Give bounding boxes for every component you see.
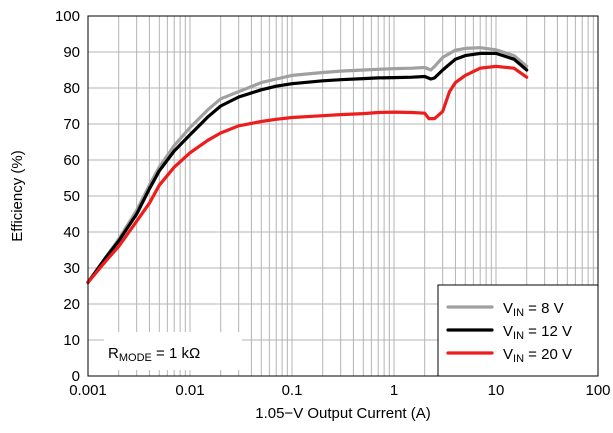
legend: VIN = 8 V VIN = 12 V VIN = 20 V — [437, 284, 599, 377]
x-tick-label: 10 — [488, 382, 505, 399]
series-layer — [86, 46, 529, 284]
y-tick-label: 80 — [63, 80, 80, 97]
annotation-sub: MODE — [119, 352, 152, 364]
y-tick-label: 90 — [63, 44, 80, 61]
series-line-3 — [86, 64, 529, 284]
x-tick-label: 0.01 — [175, 382, 204, 399]
y-tick-label: 0 — [72, 368, 80, 385]
legend-label-1: VIN = 8 V — [503, 300, 564, 319]
x-tick-label: 0.001 — [69, 382, 107, 399]
series-line-1 — [86, 46, 529, 284]
x-tick-label: 1 — [390, 382, 398, 399]
y-tick-label: 30 — [63, 260, 80, 277]
x-tick-label: 100 — [585, 382, 610, 399]
y-tick-label: 50 — [63, 188, 80, 205]
legend-label-2: VIN = 12 V — [503, 323, 572, 342]
annotation-main: R — [108, 345, 119, 362]
series-line-2 — [86, 51, 529, 284]
y-axis-label: Efficiency (%) — [9, 150, 26, 241]
y-tick-label: 20 — [63, 296, 80, 313]
annotation-box — [104, 332, 242, 370]
y-tick-label: 40 — [63, 224, 80, 241]
rmode-annotation: RMODE = 1 kΩ — [104, 332, 242, 370]
annotation-text: RMODE = 1 kΩ — [108, 345, 200, 364]
plot-frame — [87, 15, 599, 377]
y-tick-label: 60 — [63, 152, 80, 169]
x-tick-label: 0.1 — [282, 382, 303, 399]
y-tick-label: 70 — [63, 116, 80, 133]
x-axis-label: 1.05−V Output Current (A) — [255, 405, 431, 422]
tick-layer: 0.001 0.01 0.1 1 10 100 0 10 20 30 40 50 60 70 80 90 100 — [55, 8, 611, 399]
y-tick-label: 10 — [63, 332, 80, 349]
y-tick-label: 100 — [55, 8, 80, 25]
annotation-rest: = 1 kΩ — [152, 345, 200, 362]
legend-label-3: VIN = 20 V — [503, 346, 572, 365]
